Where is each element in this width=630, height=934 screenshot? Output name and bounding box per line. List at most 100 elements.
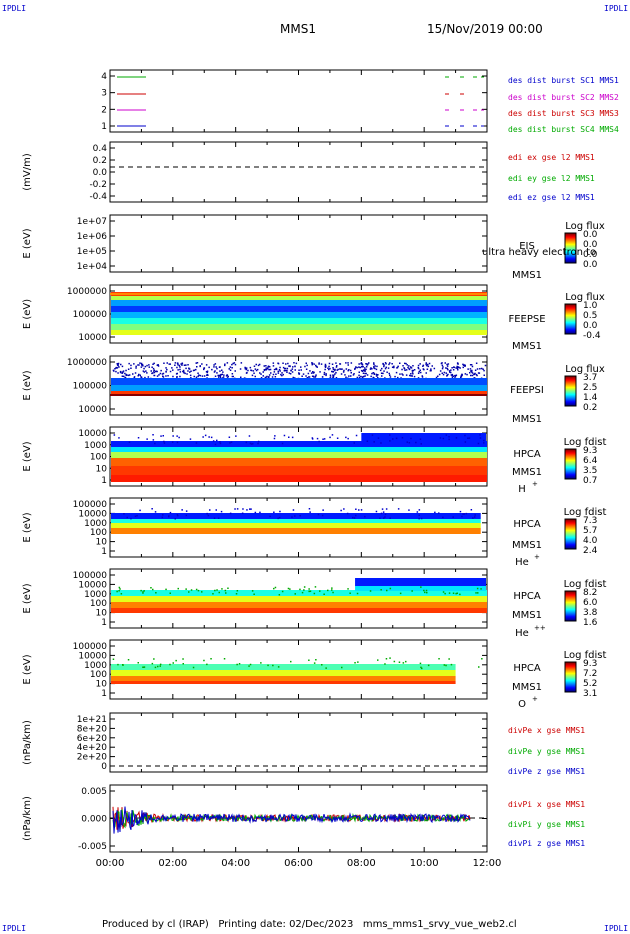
colorbar-cell-7-16 bbox=[565, 607, 576, 609]
colorbar-cell-5-22 bbox=[565, 471, 576, 473]
panel-frame-2 bbox=[109, 214, 488, 273]
hpca-hepp-step bbox=[355, 578, 486, 586]
ytick-label-10-2: -0.005 bbox=[78, 842, 107, 852]
colorbar-cell-2-11 bbox=[565, 244, 576, 246]
xtick-label-2: 04:00 bbox=[221, 858, 250, 869]
colorbar-cell-2-2 bbox=[565, 235, 576, 237]
colorbar-label-6-2: 4.0 bbox=[583, 536, 598, 546]
colorbar-cell-4-16 bbox=[565, 392, 576, 394]
colorbar-cell-6-19 bbox=[565, 538, 576, 540]
panel-frame-9 bbox=[109, 712, 488, 773]
colorbar-cell-2-21 bbox=[565, 254, 576, 256]
colorbar-cell-3-21 bbox=[565, 325, 576, 327]
colorbar-cell-7-1 bbox=[565, 592, 576, 594]
colorbar-cell-5-17 bbox=[565, 466, 576, 468]
colorbar-cell-7-15 bbox=[565, 606, 576, 608]
xtick-label-1: 02:00 bbox=[158, 858, 187, 869]
colorbar-cell-4-25 bbox=[565, 401, 576, 403]
legend-9-2: divPe z gse MMS1 bbox=[508, 767, 585, 776]
colorbar-cell-3-27 bbox=[565, 331, 576, 333]
xtick-label-6: 12:00 bbox=[473, 858, 502, 869]
colorbar-cell-6-15 bbox=[565, 534, 576, 536]
ytick-label-1-1: 0.2 bbox=[93, 156, 107, 166]
colorbar-cell-2-19 bbox=[565, 252, 576, 254]
heatmap-band-5-2 bbox=[111, 452, 487, 458]
species-sup-5: + bbox=[532, 480, 538, 488]
spacecraft-8: MMS1 bbox=[512, 682, 542, 693]
ytick-label-5-4: 1 bbox=[101, 476, 107, 486]
colorbar-cell-5-2 bbox=[565, 451, 576, 453]
ytick-label-7-2: 1000 bbox=[84, 590, 107, 600]
colorbar-cell-2-23 bbox=[565, 256, 576, 258]
divpi-series-2 bbox=[112, 806, 471, 834]
hpca-h-step bbox=[361, 433, 486, 441]
colorbar-cell-2-27 bbox=[565, 260, 576, 262]
instrument-2: EIS bbox=[519, 241, 535, 252]
legend-10-0: divPi x gse MMS1 bbox=[508, 800, 585, 809]
colorbar-cell-2-14 bbox=[565, 247, 576, 249]
colorbar-cell-6-18 bbox=[565, 537, 576, 539]
colorbar-cell-6-20 bbox=[565, 539, 576, 541]
colorbar-frame-6 bbox=[564, 518, 577, 550]
legend-0-0: des dist burst SC1 MMS1 bbox=[508, 76, 619, 85]
ylabel-1: (mV/m) bbox=[22, 153, 33, 191]
colorbar-cell-4-3 bbox=[565, 379, 576, 381]
colorbar-cell-2-8 bbox=[565, 241, 576, 243]
xtick-label-0: 00:00 bbox=[96, 858, 125, 869]
ytick-label-1-3: -0.2 bbox=[89, 180, 107, 190]
colorbar-cell-6-22 bbox=[565, 541, 576, 543]
ytick-label-9-0: 1e+21 bbox=[77, 715, 107, 725]
colorbar-label-4-0: 3.7 bbox=[583, 373, 597, 383]
hpca-hepp-speckle bbox=[116, 586, 482, 596]
colorbar-cell-6-16 bbox=[565, 535, 576, 537]
colorbar-cell-7-17 bbox=[565, 608, 576, 610]
spacecraft-7: MMS1 bbox=[512, 610, 542, 621]
colorbar-cell-7-24 bbox=[565, 615, 576, 617]
colorbar-cell-6-26 bbox=[565, 545, 576, 547]
colorbar-cell-2-6 bbox=[565, 239, 576, 241]
panel-frame-1 bbox=[109, 141, 488, 203]
colorbar-cell-8-17 bbox=[565, 679, 576, 681]
colorbar-label-3-2: 0.0 bbox=[583, 321, 598, 331]
ylabel-2: E (eV) bbox=[22, 228, 33, 258]
colorbar-label-5-2: 3.5 bbox=[583, 466, 597, 476]
colorbar-cell-8-22 bbox=[565, 684, 576, 686]
colorbar-cell-4-14 bbox=[565, 390, 576, 392]
colorbar-cell-8-3 bbox=[565, 665, 576, 667]
colorbar-cell-8-26 bbox=[565, 688, 576, 690]
colorbar-cell-7-28 bbox=[565, 619, 576, 621]
colorbar-cell-7-5 bbox=[565, 596, 576, 598]
corner-tl: IPDLI bbox=[2, 4, 27, 13]
colorbar-cell-2-1 bbox=[565, 234, 576, 236]
colorbar-cell-7-6 bbox=[565, 597, 576, 599]
colorbar-cell-8-27 bbox=[565, 689, 576, 691]
colorbar-title-8: Log fdist bbox=[564, 650, 607, 661]
colorbar-cell-2-9 bbox=[565, 242, 576, 244]
species-sup-7: ++ bbox=[534, 624, 546, 632]
ylabel-8: E (eV) bbox=[22, 654, 33, 684]
colorbar-label-8-0: 9.3 bbox=[583, 659, 597, 669]
heatmap-band-8-3 bbox=[111, 681, 456, 684]
ytick-label-9-5: 0 bbox=[101, 762, 107, 772]
ylabel-3: E (eV) bbox=[22, 299, 33, 329]
heatmap-band-3-5 bbox=[111, 318, 487, 324]
colorbar-label-4-3: 0.2 bbox=[583, 403, 597, 413]
corner-tr: IPDLI bbox=[604, 4, 629, 13]
species-8: O bbox=[518, 699, 526, 710]
colorbar-cell-4-13 bbox=[565, 389, 576, 391]
colorbar-cell-2-7 bbox=[565, 240, 576, 242]
colorbar-cell-4-8 bbox=[565, 384, 576, 386]
colorbar-cell-3-7 bbox=[565, 311, 576, 313]
colorbar-cell-4-17 bbox=[565, 393, 576, 395]
colorbar-cell-4-23 bbox=[565, 399, 576, 401]
heatmap-band-3-7 bbox=[111, 330, 487, 335]
colorbar-cell-6-14 bbox=[565, 533, 576, 535]
colorbar-cell-2-15 bbox=[565, 248, 576, 250]
colorbar-title-3: Log flux bbox=[565, 292, 605, 303]
instrument-3: FEEPSE bbox=[508, 314, 545, 325]
heatmap-band-5-0 bbox=[111, 441, 487, 447]
colorbar-cell-5-28 bbox=[565, 477, 576, 479]
spacecraft-4: MMS1 bbox=[512, 414, 542, 425]
colorbar-cell-3-19 bbox=[565, 323, 576, 325]
ylabel-7: E (eV) bbox=[22, 583, 33, 613]
